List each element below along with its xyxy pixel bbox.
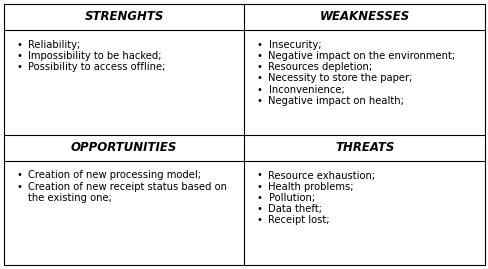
Text: Reliability;: Reliability;	[28, 40, 80, 50]
Text: •: •	[256, 51, 262, 61]
Text: •: •	[16, 40, 22, 50]
Text: Creation of new processing model;: Creation of new processing model;	[28, 171, 201, 180]
Text: •: •	[256, 85, 262, 95]
Text: •: •	[16, 171, 22, 180]
Text: WEAKNESSES: WEAKNESSES	[319, 10, 409, 23]
Text: •: •	[256, 193, 262, 203]
Text: •: •	[16, 51, 22, 61]
Text: Creation of new receipt status based on
the existing one;: Creation of new receipt status based on …	[28, 182, 226, 203]
Text: •: •	[256, 96, 262, 106]
Text: STRENGHTS: STRENGHTS	[84, 10, 163, 23]
Text: •: •	[256, 73, 262, 83]
Text: Resources depletion;: Resources depletion;	[268, 62, 372, 72]
Text: Necessity to store the paper;: Necessity to store the paper;	[268, 73, 412, 83]
Text: Receipt lost;: Receipt lost;	[268, 215, 329, 225]
Text: OPPORTUNITIES: OPPORTUNITIES	[71, 141, 177, 154]
Text: Resource exhaustion;: Resource exhaustion;	[268, 171, 375, 180]
Text: •: •	[256, 182, 262, 192]
Text: •: •	[256, 62, 262, 72]
Text: Health problems;: Health problems;	[268, 182, 353, 192]
Text: Negative impact on the environment;: Negative impact on the environment;	[268, 51, 455, 61]
Text: Impossibility to be hacked;: Impossibility to be hacked;	[28, 51, 161, 61]
Text: •: •	[256, 40, 262, 50]
Text: •: •	[16, 182, 22, 192]
Text: Inconvenience;: Inconvenience;	[268, 85, 344, 95]
Text: Data theft;: Data theft;	[268, 204, 322, 214]
Text: Negative impact on health;: Negative impact on health;	[268, 96, 404, 106]
Text: Possibility to access offline;: Possibility to access offline;	[28, 62, 165, 72]
Text: •: •	[256, 204, 262, 214]
Text: •: •	[256, 171, 262, 180]
Text: Insecurity;: Insecurity;	[268, 40, 320, 50]
Text: •: •	[256, 215, 262, 225]
Text: •: •	[16, 62, 22, 72]
Text: THREATS: THREATS	[334, 141, 394, 154]
Text: Pollution;: Pollution;	[268, 193, 314, 203]
